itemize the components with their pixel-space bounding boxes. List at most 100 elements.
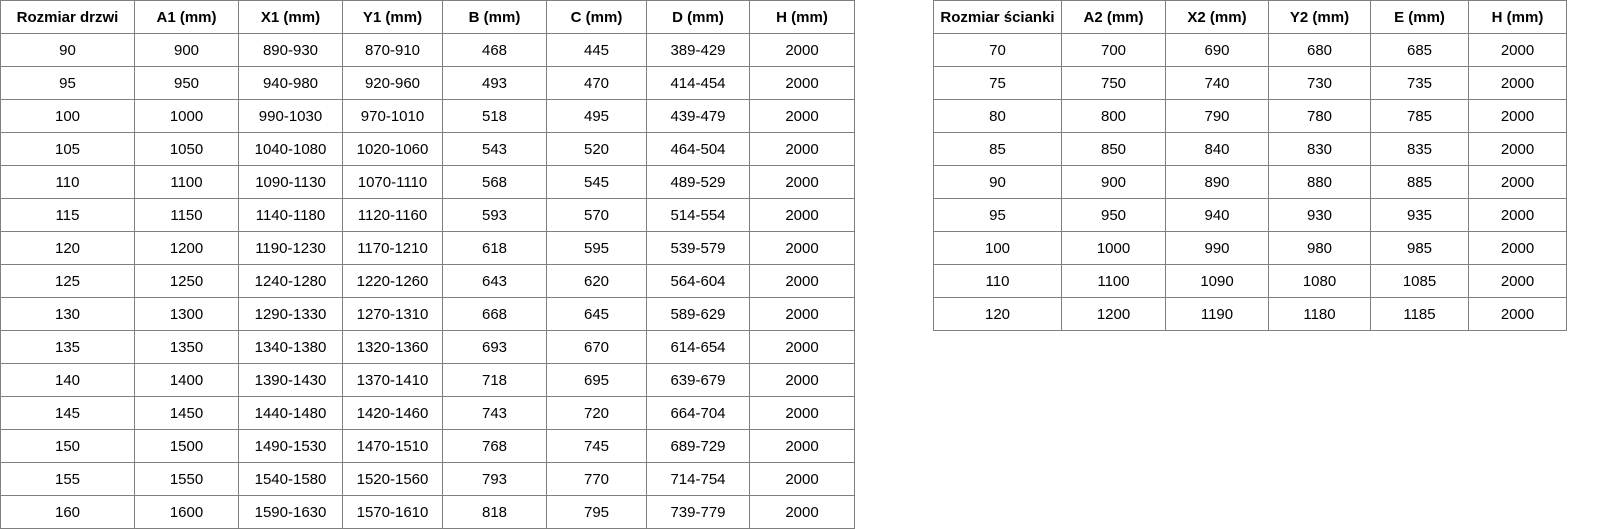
walls-table-cell: 1200: [1061, 297, 1166, 331]
doors-table-cell: 1600: [134, 495, 239, 529]
doors-table-cell: 595: [546, 231, 647, 265]
walls-table-row: 75 750 740 730 735 2000: [933, 66, 1567, 100]
doors-table-cell: 520: [546, 132, 647, 166]
walls-table-row: 95 950 940 930 935 2000: [933, 198, 1567, 232]
walls-table-row: 100 1000 990 980 985 2000: [933, 231, 1567, 265]
walls-table-cell: 850: [1061, 132, 1166, 166]
walls-table-cell: 790: [1165, 99, 1269, 133]
doors-table-cell: 160: [0, 495, 135, 529]
walls-table-cell: 700: [1061, 33, 1166, 67]
doors-table-cell: 1400: [134, 363, 239, 397]
walls-header-row: Rozmiar ścianki A2 (mm) X2 (mm) Y2 (mm) E (m…: [933, 0, 1567, 34]
walls-table-cell: 2000: [1468, 264, 1567, 298]
walls-table-cell: 1000: [1061, 231, 1166, 265]
doors-table-cell: 464-504: [646, 132, 750, 166]
doors-table-row: 120 1200 1190-1230 1170-1210 618 595 539-579 20…: [0, 231, 855, 265]
doors-table-cell: 105: [0, 132, 135, 166]
walls-table-cell: 780: [1268, 99, 1371, 133]
doors-table-cell: 130: [0, 297, 135, 331]
doors-table-row: 135 1350 1340-1380 1320-1360 693 670 614-654 20…: [0, 330, 855, 364]
walls-table-cell: 2000: [1468, 33, 1567, 67]
doors-table-row: 140 1400 1390-1430 1370-1410 718 695 639-679 20…: [0, 363, 855, 397]
doors-table-cell: 593: [442, 198, 547, 232]
walls-table-cell: 885: [1370, 165, 1469, 199]
doors-table-cell: 1050: [134, 132, 239, 166]
walls-dimensions-table: Rozmiar ścianki A2 (mm) X2 (mm) Y2 (mm) E (m…: [933, 0, 1567, 331]
walls-table-cell: 740: [1165, 66, 1269, 100]
doors-table-cell: 1490-1530: [238, 429, 343, 463]
walls-table-cell: 930: [1268, 198, 1371, 232]
walls-table-cell: 90: [933, 165, 1062, 199]
doors-table-cell: 493: [442, 66, 547, 100]
doors-table-cell: 2000: [749, 33, 855, 67]
doors-table-cell: 714-754: [646, 462, 750, 496]
doors-table-cell: 568: [442, 165, 547, 199]
doors-table-cell: 539-579: [646, 231, 750, 265]
walls-table-cell: 1080: [1268, 264, 1371, 298]
walls-table-cell: 690: [1165, 33, 1269, 67]
walls-table-cell: 1085: [1370, 264, 1469, 298]
doors-table-cell: 645: [546, 297, 647, 331]
walls-table-cell: 880: [1268, 165, 1371, 199]
doors-table-cell: 1120-1160: [342, 198, 443, 232]
doors-table-cell: 2000: [749, 429, 855, 463]
walls-table-cell: 2000: [1468, 66, 1567, 100]
walls-table-cell: 990: [1165, 231, 1269, 265]
walls-table-cell: 2000: [1468, 165, 1567, 199]
doors-table-cell: 1070-1110: [342, 165, 443, 199]
doors-table-cell: 643: [442, 264, 547, 298]
doors-table-cell: 2000: [749, 231, 855, 265]
doors-table-cell: 1450: [134, 396, 239, 430]
doors-table-cell: 1290-1330: [238, 297, 343, 331]
doors-table-row: 115 1150 1140-1180 1120-1160 593 570 514-554 20…: [0, 198, 855, 232]
walls-table-cell: 2000: [1468, 132, 1567, 166]
doors-table-container: Rozmiar drzwi A1 (mm) X1 (mm) Y1 (mm) B (mm)…: [0, 0, 855, 529]
walls-column-header: H (mm): [1468, 0, 1567, 34]
doors-table-row: 110 1100 1090-1130 1070-1110 568 545 489-529 20…: [0, 165, 855, 199]
doors-table-row: 155 1550 1540-1580 1520-1560 793 770 714-754 20…: [0, 462, 855, 496]
walls-table-cell: 730: [1268, 66, 1371, 100]
doors-column-header: X1 (mm): [238, 0, 343, 34]
doors-table-cell: 115: [0, 198, 135, 232]
walls-table-cell: 80: [933, 99, 1062, 133]
walls-table-row: 80 800 790 780 785 2000: [933, 99, 1567, 133]
walls-column-header: X2 (mm): [1165, 0, 1269, 34]
walls-column-header: A2 (mm): [1061, 0, 1166, 34]
walls-table-cell: 680: [1268, 33, 1371, 67]
doors-table-cell: 414-454: [646, 66, 750, 100]
doors-table-cell: 1270-1310: [342, 297, 443, 331]
doors-table-cell: 950: [134, 66, 239, 100]
walls-table-container: Rozmiar ścianki A2 (mm) X2 (mm) Y2 (mm) E (m…: [933, 0, 1567, 331]
doors-table-cell: 514-554: [646, 198, 750, 232]
doors-table-cell: 1220-1260: [342, 264, 443, 298]
doors-column-header: A1 (mm): [134, 0, 239, 34]
doors-table-cell: 545: [546, 165, 647, 199]
walls-table-cell: 840: [1165, 132, 1269, 166]
doors-table-cell: 90: [0, 33, 135, 67]
doors-table-cell: 135: [0, 330, 135, 364]
doors-table-cell: 1170-1210: [342, 231, 443, 265]
doors-table-cell: 110: [0, 165, 135, 199]
doors-table-cell: 920-960: [342, 66, 443, 100]
walls-table-body: 70 700 690 680 685 2000 75 750 740 730 735 2000 80 80…: [933, 33, 1567, 331]
doors-table-cell: 2000: [749, 363, 855, 397]
doors-table-row: 150 1500 1490-1530 1470-1510 768 745 689-729 20…: [0, 429, 855, 463]
doors-table-cell: 140: [0, 363, 135, 397]
doors-table-body: 90 900 890-930 870-910 468 445 389-429 2000 95 95…: [0, 33, 855, 529]
doors-table-header: Rozmiar drzwi A1 (mm) X1 (mm) Y1 (mm) B (mm)…: [0, 0, 855, 34]
walls-table-cell: 1090: [1165, 264, 1269, 298]
walls-table-cell: 70: [933, 33, 1062, 67]
walls-table-cell: 750: [1061, 66, 1166, 100]
doors-table-cell: 445: [546, 33, 647, 67]
walls-table-cell: 100: [933, 231, 1062, 265]
doors-table-cell: 489-529: [646, 165, 750, 199]
doors-column-header: Rozmiar drzwi: [0, 0, 135, 34]
doors-table-cell: 2000: [749, 132, 855, 166]
doors-table-cell: 1420-1460: [342, 396, 443, 430]
doors-table-cell: 389-429: [646, 33, 750, 67]
walls-table-cell: 800: [1061, 99, 1166, 133]
walls-table-cell: 2000: [1468, 198, 1567, 232]
walls-table-row: 120 1200 1190 1180 1185 2000: [933, 297, 1567, 331]
walls-table-cell: 835: [1370, 132, 1469, 166]
doors-table-cell: 818: [442, 495, 547, 529]
